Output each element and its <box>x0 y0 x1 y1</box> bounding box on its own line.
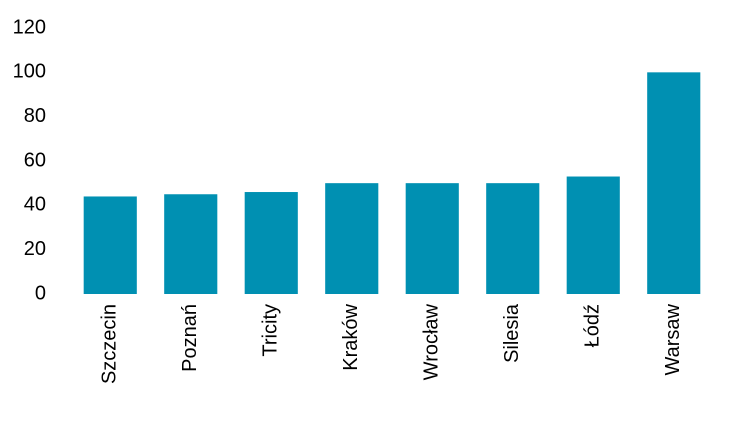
bar <box>83 196 137 294</box>
bar <box>244 192 298 294</box>
bar <box>164 194 218 294</box>
y-tick-label: 40 <box>24 194 46 216</box>
x-tick-label: Wrocław <box>421 303 443 380</box>
x-tick-label: Kraków <box>340 303 362 370</box>
bar <box>325 183 379 294</box>
x-tick-label: Łódź <box>582 304 604 347</box>
bar <box>486 183 540 294</box>
y-tick-label: 80 <box>24 105 46 127</box>
y-tick-label: 20 <box>24 238 46 260</box>
x-tick-label: Silesia <box>501 303 523 363</box>
bar <box>405 183 459 294</box>
y-tick-label: 100 <box>13 61 46 83</box>
bar <box>647 72 701 294</box>
y-tick-label: 60 <box>24 149 46 171</box>
y-tick-label: 0 <box>35 282 46 304</box>
y-tick-label: 120 <box>13 16 46 38</box>
bar <box>566 176 620 294</box>
x-tick-label: Poznań <box>179 304 201 372</box>
x-tick-label: Tricity <box>260 304 282 357</box>
x-tick-label: Warsaw <box>662 303 684 375</box>
x-tick-label: Szczecin <box>99 304 121 384</box>
